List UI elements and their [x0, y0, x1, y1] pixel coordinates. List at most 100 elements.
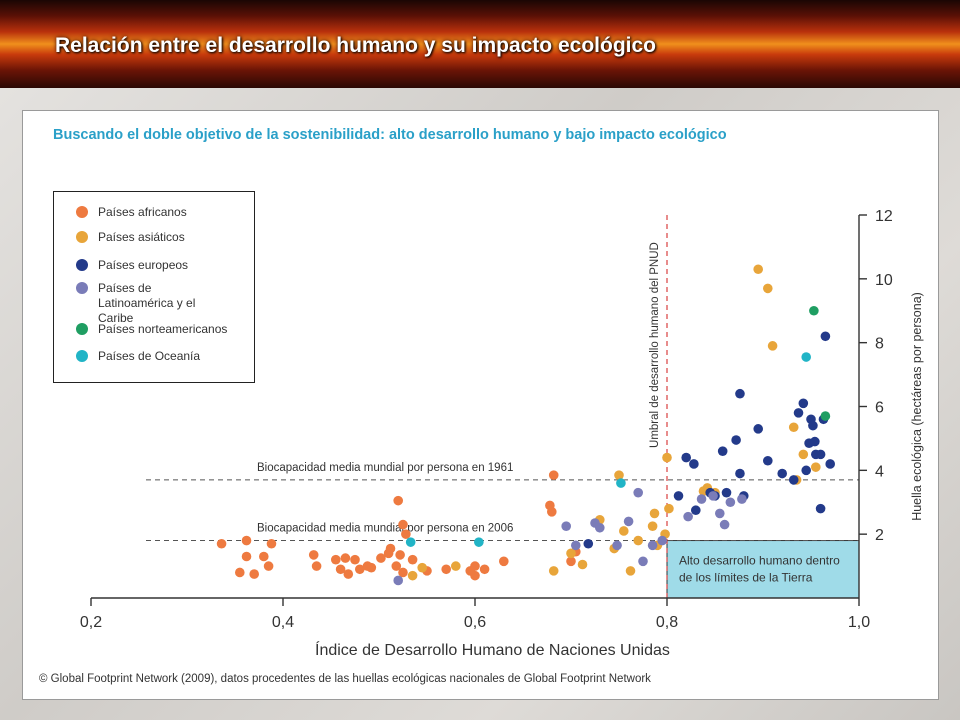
x-tick-label-3: 0,8: [656, 614, 678, 631]
point-europe-23: [810, 436, 820, 447]
point-africa-26: [401, 529, 411, 539]
x-tick-label-0: 0,2: [80, 614, 102, 631]
point-africa-2: [241, 551, 252, 562]
point-oceania-3: [801, 352, 811, 362]
point-europe-13: [753, 424, 763, 434]
point-latam-12: [696, 494, 707, 504]
legend-label-latam: Países de Latinoamérica y el Caribe: [98, 281, 196, 325]
scatter-chart: Alto desarrollo humano dentro de los lími…: [80, 208, 924, 659]
point-europe-17: [793, 408, 804, 418]
chart-subtitle: Buscando el doble objetivo de la sosteni…: [53, 127, 727, 143]
point-latam-0: [393, 575, 404, 586]
point-asia-21: [753, 264, 763, 275]
point-africa-21: [391, 561, 402, 571]
point-europe-1: [673, 491, 684, 501]
y-tick-label-5: 12: [875, 208, 893, 225]
point-latam-15: [719, 519, 730, 530]
y-tick-label-1: 4: [875, 463, 884, 480]
legend-dot-asia: [76, 231, 88, 243]
point-africa-23: [395, 550, 405, 560]
point-africa-3: [241, 535, 252, 546]
point-asia-26: [798, 449, 809, 460]
point-africa-4: [249, 569, 259, 579]
legend-item-oceania: Países de Oceanía: [76, 349, 200, 364]
point-europe-4: [691, 505, 701, 516]
x-tick-label-2: 0,6: [464, 614, 486, 631]
target-region-label-1: de los límites de la Tierra: [679, 571, 813, 585]
y-tick-label-2: 6: [875, 400, 884, 417]
point-europe-16: [788, 475, 799, 485]
point-europe-28: [820, 331, 831, 342]
point-africa-13: [343, 569, 354, 579]
point-latam-11: [683, 511, 693, 522]
point-africa-14: [350, 554, 360, 565]
point-africa-11: [335, 564, 346, 575]
point-latam-17: [737, 494, 747, 504]
point-latam-16: [725, 497, 736, 508]
point-africa-5: [259, 551, 269, 562]
point-africa-18: [376, 553, 386, 563]
legend-item-africa: Países africanos: [76, 205, 187, 220]
threshold-label: Umbral de desarrollo humano del PNUD: [649, 242, 661, 448]
y-tick-label-4: 10: [875, 272, 893, 289]
reference-line-label-1: Biocapacidad media mundial por persona e…: [257, 523, 513, 535]
legend-item-latam: Países de Latinoamérica y el Caribe: [76, 281, 226, 326]
legend-dot-oceania: [76, 350, 88, 362]
point-europe-19: [801, 465, 811, 476]
legend-dot-africa: [76, 206, 88, 218]
point-asia-9: [619, 526, 629, 536]
reference-line-label-0: Biocapacidad media mundial por persona e…: [257, 462, 513, 474]
point-europe-9: [731, 435, 741, 445]
point-africa-1: [235, 567, 245, 578]
point-africa-31: [470, 561, 480, 571]
point-latam-1: [561, 521, 571, 531]
legend-label-europe: Países europeos: [98, 258, 189, 272]
point-latam-13: [708, 491, 718, 501]
point-oceania-0: [405, 537, 416, 547]
point-europe-2: [681, 452, 691, 463]
point-africa-34: [499, 556, 509, 567]
point-africa-33: [479, 564, 490, 575]
point-africa-10: [331, 554, 341, 565]
point-asia-1: [417, 562, 428, 573]
y-tick-label-3: 8: [875, 336, 884, 353]
point-europe-22: [808, 420, 818, 431]
point-asia-17: [664, 503, 674, 514]
legend-dot-latam: [76, 282, 88, 294]
point-latam-4: [595, 522, 605, 533]
point-europe-14: [763, 455, 773, 466]
point-europe-29: [825, 459, 835, 469]
point-asia-16: [662, 452, 672, 463]
point-asia-22: [763, 283, 773, 294]
target-region-label-0: Alto desarrollo humano dentro: [679, 554, 840, 568]
x-tick-label-1: 0,4: [272, 614, 294, 631]
point-africa-6: [263, 561, 274, 571]
point-africa-9: [311, 561, 322, 571]
point-africa-38: [566, 556, 576, 567]
x-tick-label-4: 1,0: [848, 614, 870, 631]
point-africa-22: [393, 495, 404, 506]
point-asia-10: [625, 566, 636, 576]
page-title: Relación entre el desarrollo humano y su…: [55, 34, 656, 57]
point-europe-3: [689, 459, 699, 469]
point-asia-23: [767, 341, 778, 351]
legend-item-asia: Países asiáticos: [76, 230, 185, 245]
point-asia-6: [614, 470, 624, 480]
point-latam-14: [715, 508, 725, 519]
point-europe-7: [717, 446, 728, 456]
legend-dot-europe: [76, 259, 88, 271]
point-africa-17: [366, 562, 377, 573]
point-asia-13: [649, 508, 660, 519]
point-africa-36: [547, 507, 557, 517]
point-africa-27: [407, 554, 418, 565]
legend-item-europe: Países europeos: [76, 258, 188, 273]
point-africa-15: [355, 564, 365, 575]
point-oceania-1: [474, 537, 484, 547]
point-asia-0: [407, 570, 418, 581]
point-asia-27: [811, 462, 821, 472]
point-asia-3: [548, 566, 559, 576]
point-asia-11: [633, 535, 643, 546]
point-europe-0: [583, 538, 594, 549]
point-latam-7: [633, 487, 643, 498]
title-banner: Relación entre el desarrollo humano y su…: [0, 0, 960, 88]
